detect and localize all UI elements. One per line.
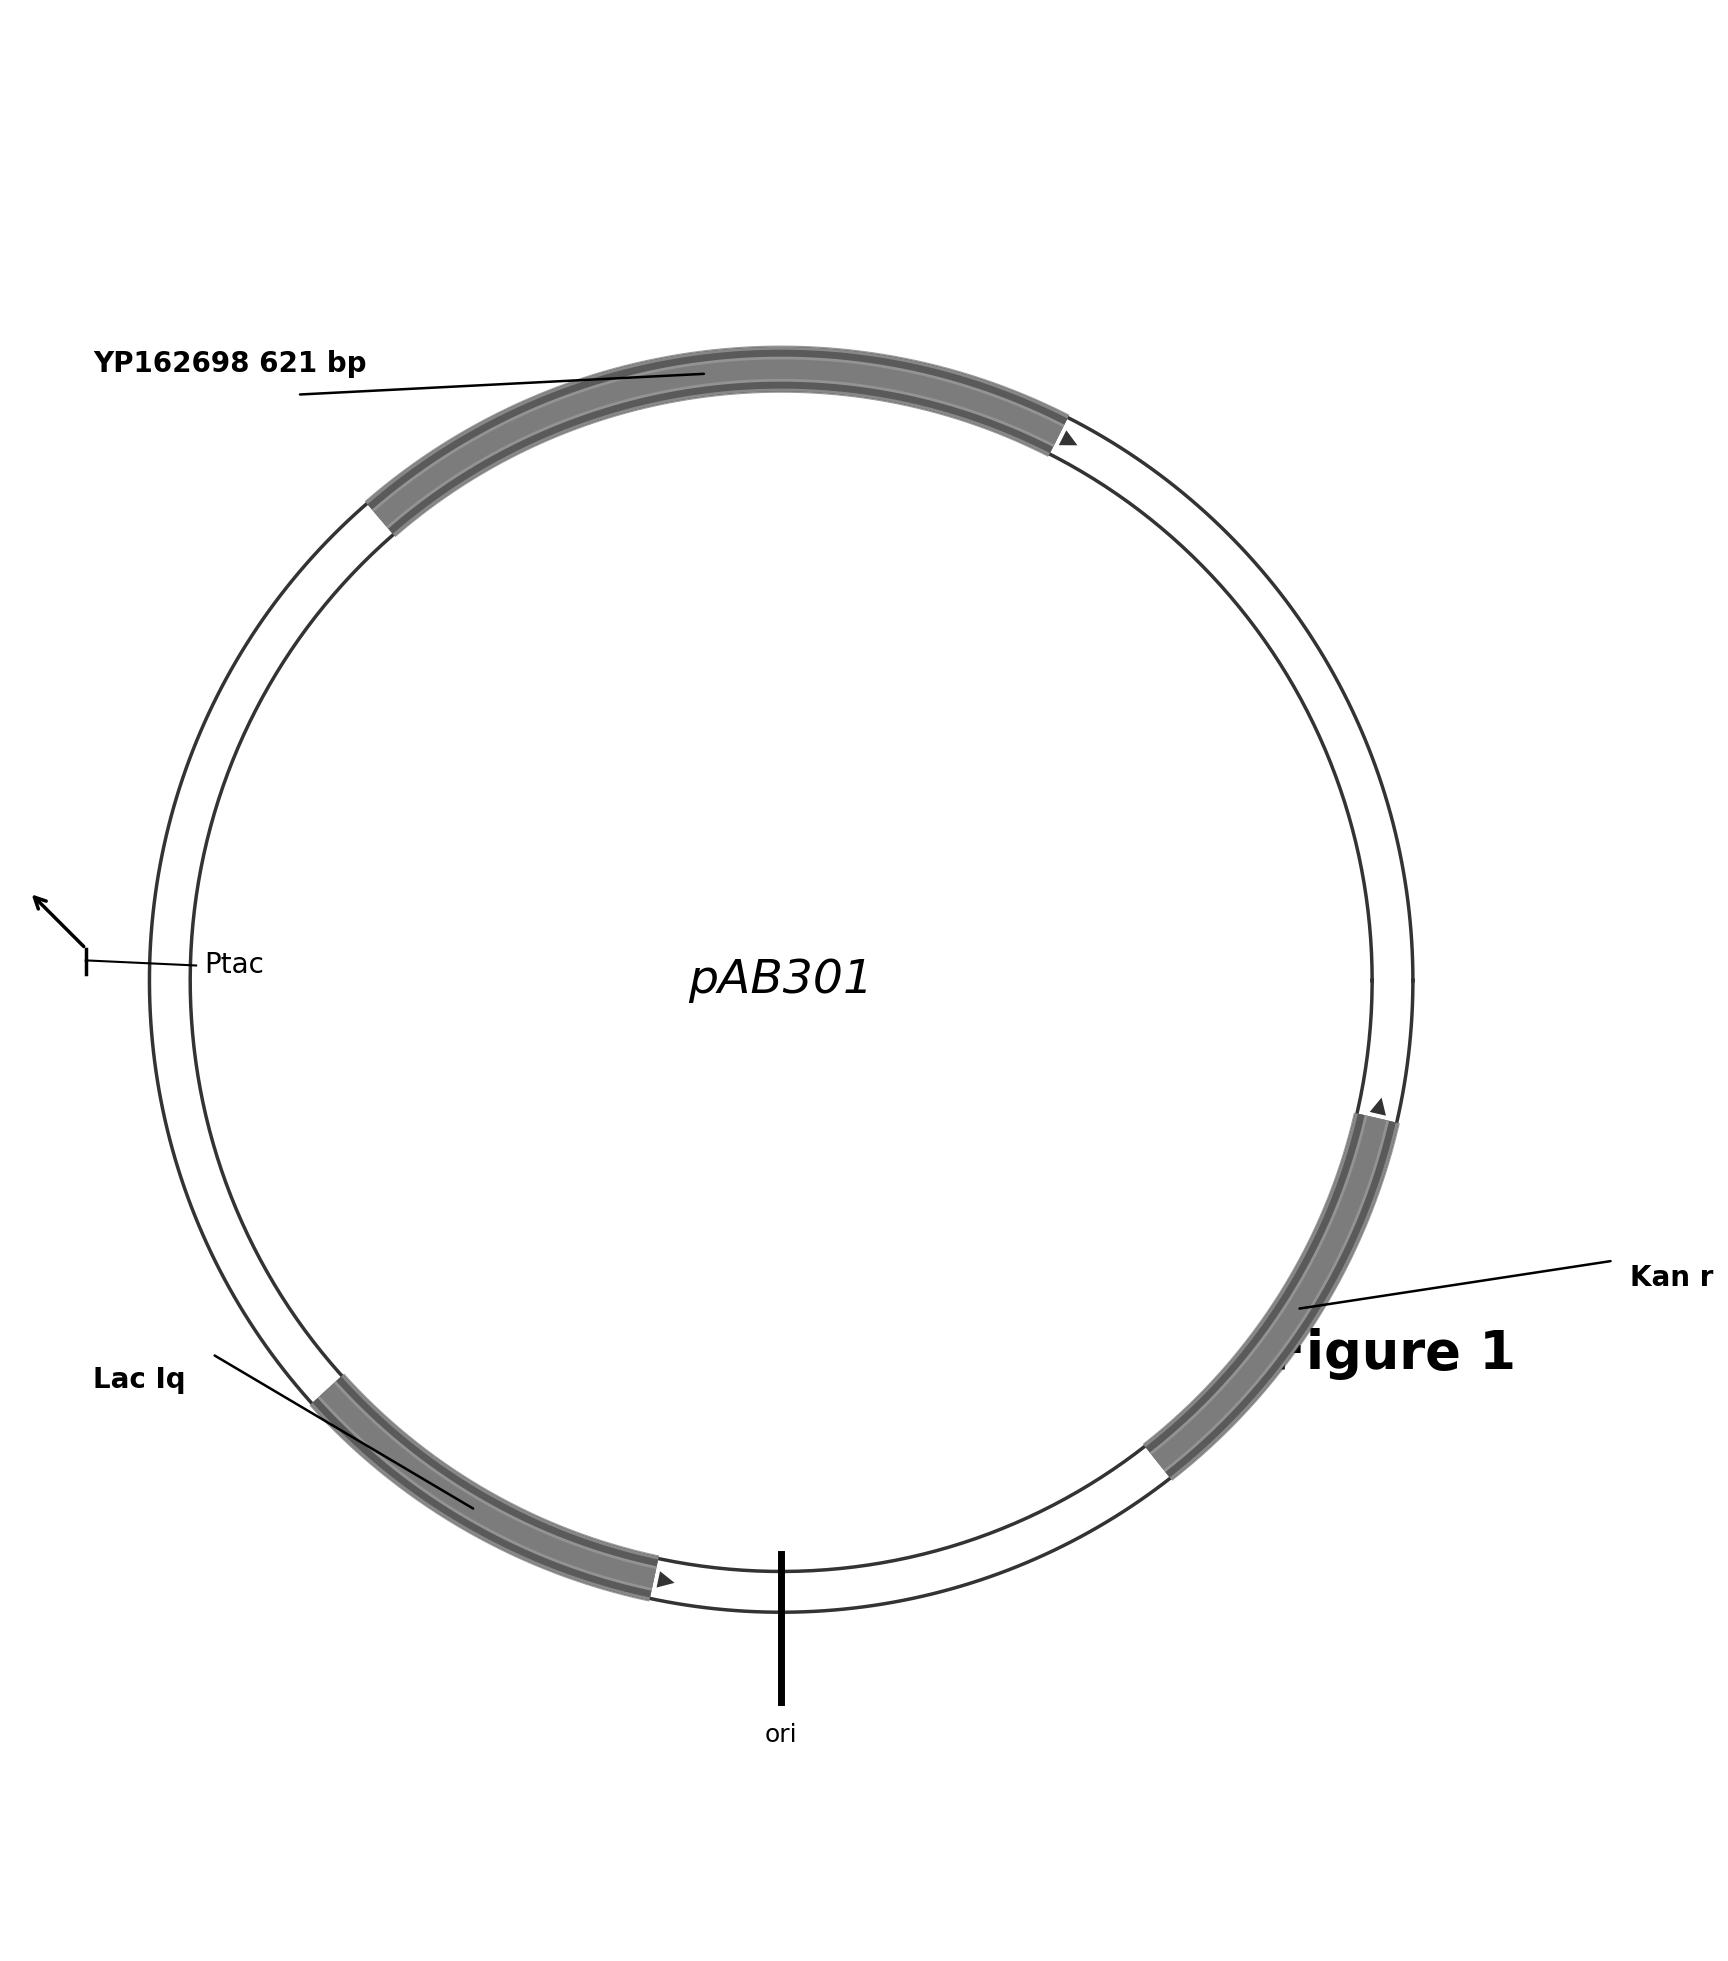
Text: Lac Iq: Lac Iq [93, 1365, 187, 1394]
Text: Ptac: Ptac [204, 951, 264, 979]
Text: Kan r: Kan r [1630, 1263, 1714, 1292]
Text: ori: ori [766, 1722, 798, 1747]
Text: pAB301: pAB301 [688, 959, 874, 1002]
Text: Figure 1: Figure 1 [1270, 1328, 1515, 1381]
Text: YP162698 621 bp: YP162698 621 bp [93, 349, 366, 378]
